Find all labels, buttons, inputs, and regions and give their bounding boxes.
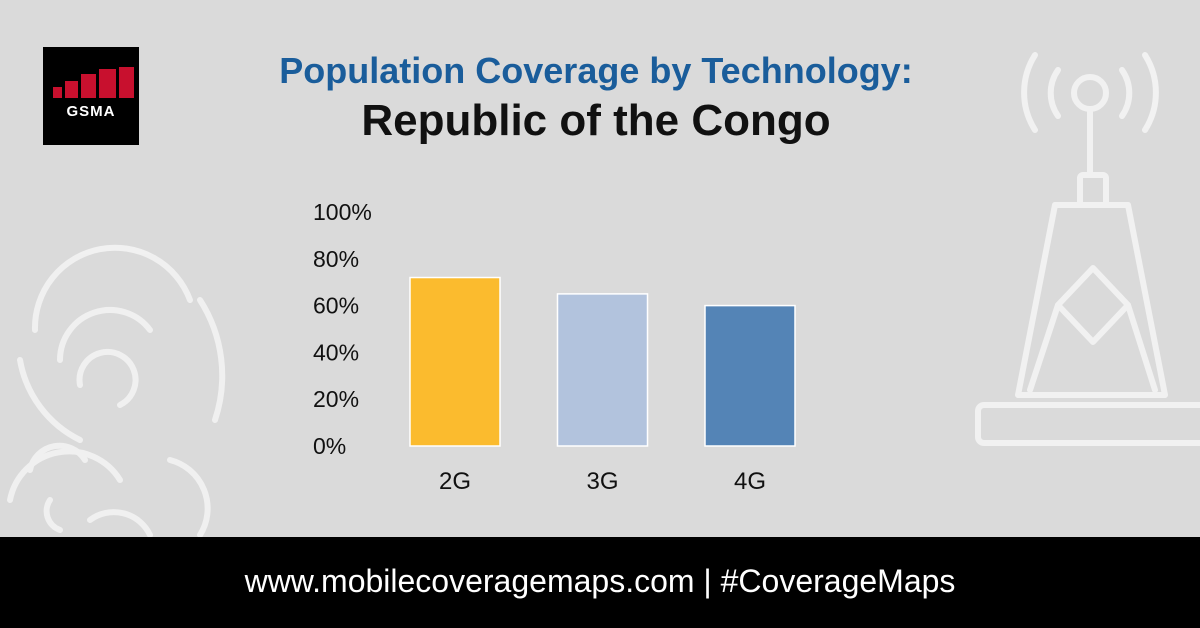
x-tick-label: 3G xyxy=(586,468,618,495)
bar-2g xyxy=(409,276,501,447)
x-tick-label: 4G xyxy=(734,468,766,495)
footer-bar: www.mobilecoveragemaps.com | #CoverageMa… xyxy=(0,537,1200,628)
y-tick-label: 80% xyxy=(313,246,359,272)
y-tick-label: 100% xyxy=(313,199,372,225)
chart-title: Population Coverage by Technology: xyxy=(279,50,913,91)
footer-text: www.mobilecoveragemaps.com | #CoverageMa… xyxy=(244,563,956,599)
chart-subtitle: Republic of the Congo xyxy=(361,96,831,145)
x-tick-label: 2G xyxy=(439,468,471,495)
logo-signal-bars xyxy=(53,67,134,98)
logo-text: GSMA xyxy=(66,103,116,120)
y-tick-label: 40% xyxy=(313,339,359,365)
y-tick-label: 20% xyxy=(313,386,359,412)
y-tick-label: 0% xyxy=(313,433,346,459)
bar-4g xyxy=(704,304,796,447)
gsma-logo: GSMA xyxy=(43,47,139,145)
bar-3g xyxy=(556,293,649,447)
y-tick-label: 60% xyxy=(313,293,359,319)
